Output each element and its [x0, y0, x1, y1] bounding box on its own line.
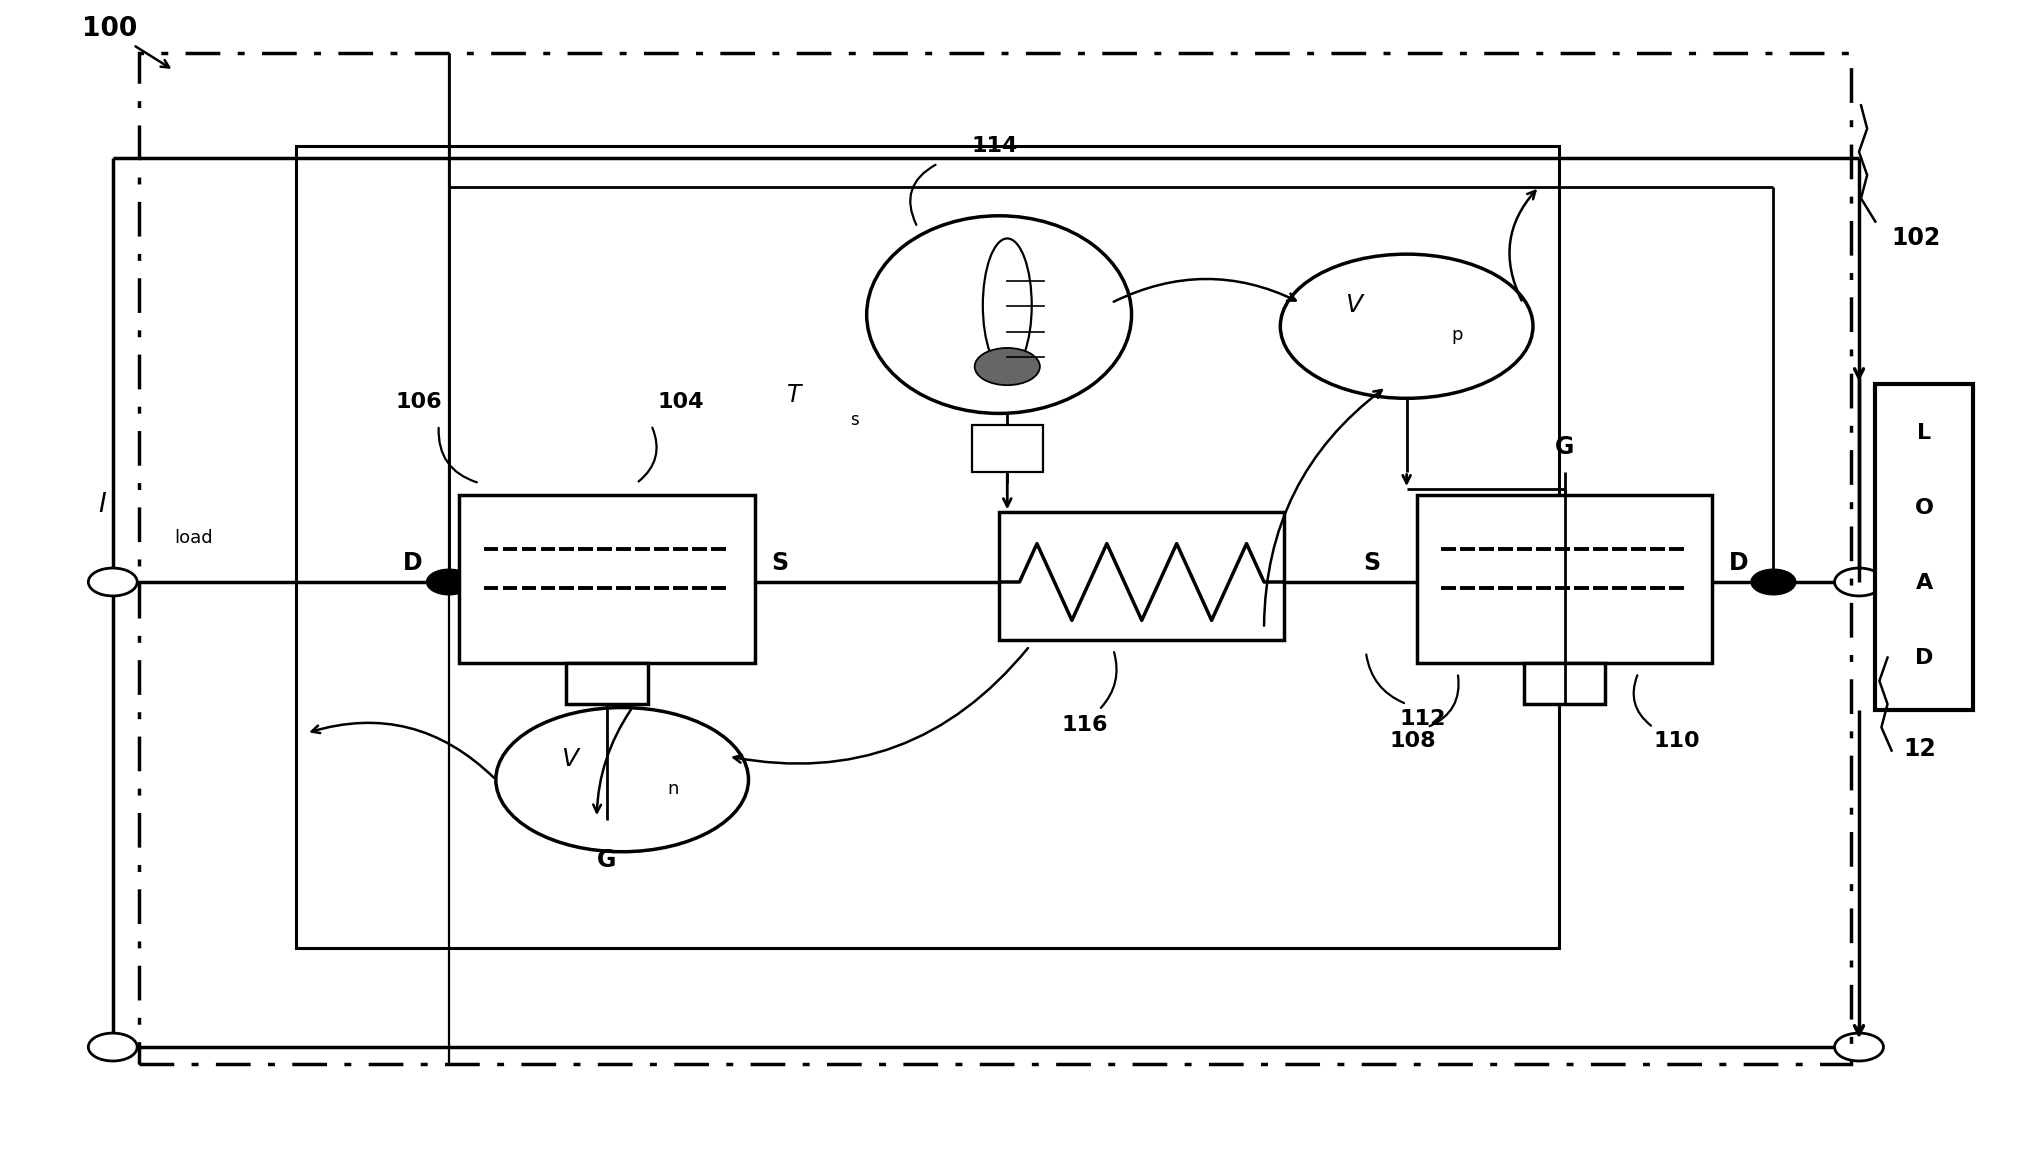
- Circle shape: [426, 569, 471, 595]
- Text: D: D: [1915, 648, 1933, 668]
- Text: n: n: [667, 780, 679, 797]
- Text: $V$: $V$: [1346, 293, 1366, 318]
- Bar: [1876, 384, 1974, 710]
- Text: p: p: [1452, 326, 1462, 345]
- Text: 110: 110: [1654, 731, 1701, 751]
- Bar: [1417, 495, 1713, 663]
- Text: $V$: $V$: [561, 746, 581, 771]
- Text: 100: 100: [82, 15, 137, 42]
- Text: S: S: [771, 552, 787, 575]
- Bar: [999, 512, 1285, 640]
- Text: 12: 12: [1904, 737, 1937, 761]
- Bar: [296, 146, 1560, 949]
- Text: $T$: $T$: [787, 383, 803, 406]
- Text: 114: 114: [973, 136, 1017, 156]
- Circle shape: [1280, 254, 1533, 398]
- Text: G: G: [1556, 435, 1574, 459]
- Text: A: A: [1915, 573, 1933, 592]
- Text: G: G: [597, 847, 616, 872]
- Ellipse shape: [983, 239, 1032, 372]
- Text: L: L: [1917, 424, 1931, 443]
- Bar: [1523, 663, 1605, 704]
- Text: 102: 102: [1892, 226, 1941, 250]
- Text: 104: 104: [657, 391, 703, 412]
- Text: O: O: [1915, 498, 1933, 518]
- Bar: [139, 54, 1851, 1065]
- Text: S: S: [1362, 552, 1380, 575]
- Circle shape: [1752, 569, 1796, 595]
- Circle shape: [975, 348, 1040, 385]
- Text: 116: 116: [1062, 715, 1107, 734]
- Text: 112: 112: [1399, 709, 1446, 729]
- Bar: [459, 495, 754, 663]
- Circle shape: [495, 708, 748, 852]
- Text: 106: 106: [396, 391, 442, 412]
- Text: s: s: [850, 411, 858, 430]
- Bar: [973, 425, 1042, 471]
- Bar: [567, 663, 648, 704]
- Text: D: D: [404, 552, 422, 575]
- Text: D: D: [1729, 552, 1747, 575]
- Text: 108: 108: [1389, 731, 1435, 751]
- Text: load: load: [173, 530, 212, 547]
- Text: $I$: $I$: [98, 492, 108, 518]
- Ellipse shape: [867, 215, 1132, 413]
